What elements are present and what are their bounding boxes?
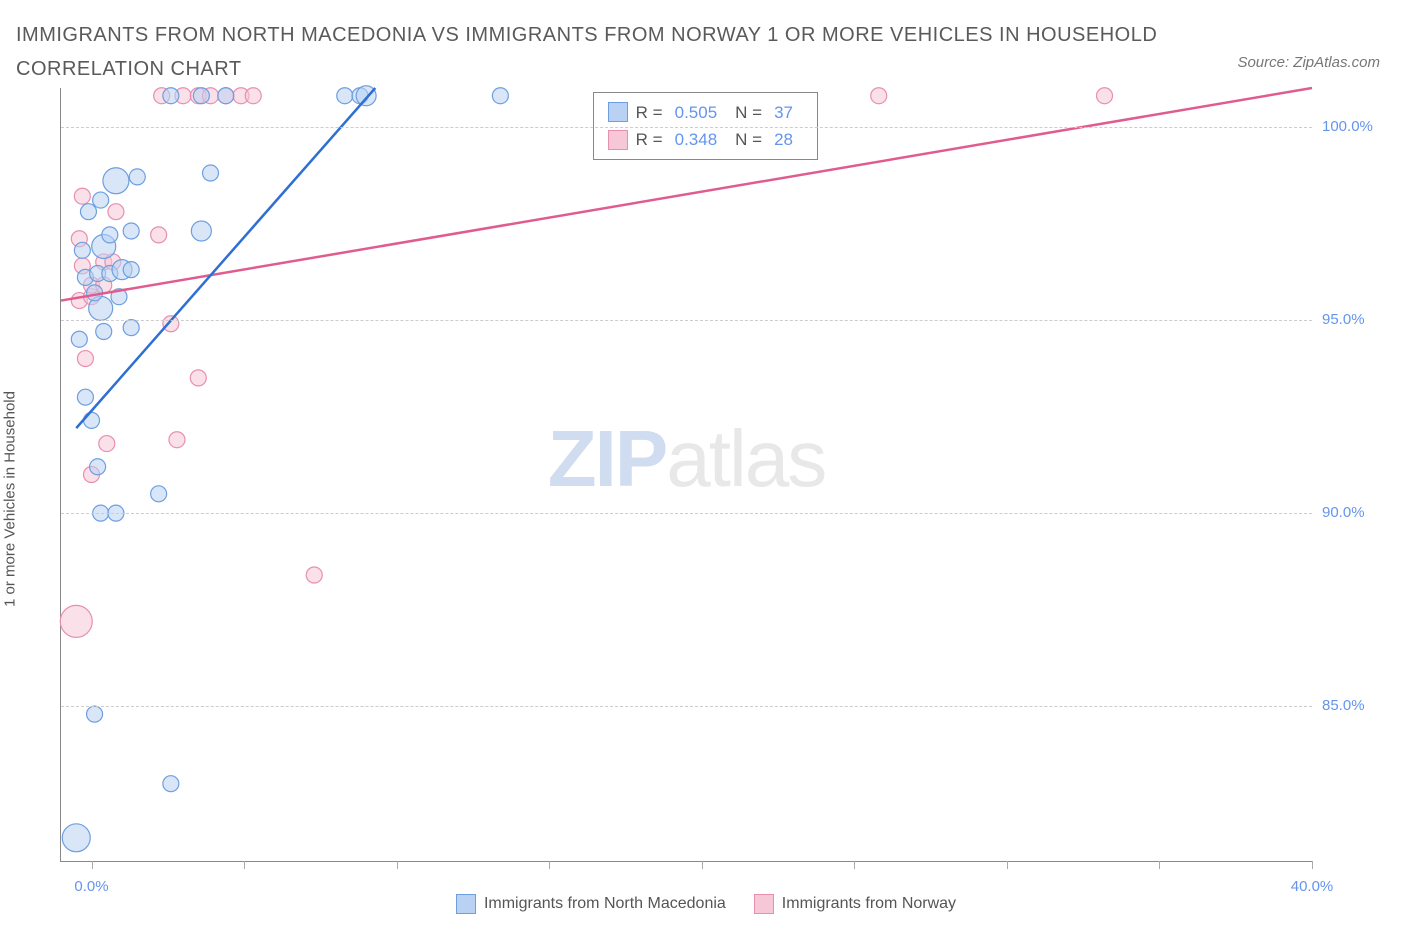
data-point [74,242,90,258]
gridline-h [61,513,1312,514]
legend-row-blue: R = 0.505 N = 37 [608,99,803,126]
trend-line [76,88,375,428]
x-tick-mark [1159,861,1160,869]
n-value-pink: 28 [774,126,793,153]
data-point [163,776,179,792]
x-tick-label: 0.0% [74,878,108,895]
x-tick-mark [549,861,550,869]
source-attribution: Source: ZipAtlas.com [1237,54,1380,71]
y-tick-label: 90.0% [1322,504,1392,521]
n-label: N = [735,99,762,126]
y-tick-label: 95.0% [1322,311,1392,328]
plot-area: ZIPatlas R = 0.505 N = 37 R = 0.348 N = … [60,88,1312,862]
swatch-blue [456,894,476,914]
data-point [123,223,139,239]
legend-item-pink: Immigrants from Norway [754,894,956,914]
data-point [123,262,139,278]
data-point [96,323,112,339]
data-point [245,88,261,104]
data-point [93,192,109,208]
data-point [191,221,211,241]
data-point [80,204,96,220]
data-point [77,389,93,405]
data-point [218,88,234,104]
data-point [1097,88,1113,104]
chart-container: ZIPatlas R = 0.505 N = 37 R = 0.348 N = … [16,88,1396,910]
data-point [77,351,93,367]
data-point [129,169,145,185]
x-tick-mark [854,861,855,869]
x-tick-mark [92,861,93,869]
x-tick-label: 40.0% [1291,878,1334,895]
data-point [203,165,219,181]
x-tick-mark [397,861,398,869]
data-point [306,567,322,583]
plot-svg [61,88,1312,861]
swatch-pink [754,894,774,914]
y-tick-label: 100.0% [1322,118,1392,135]
gridline-h [61,320,1312,321]
y-tick-label: 85.0% [1322,697,1392,714]
data-point [337,88,353,104]
n-label: N = [735,126,762,153]
data-point [871,88,887,104]
legend-label-pink: Immigrants from Norway [782,895,956,913]
data-point [103,168,129,194]
x-tick-mark [1007,861,1008,869]
x-tick-mark [702,861,703,869]
data-point [62,824,90,852]
gridline-h [61,706,1312,707]
swatch-pink [608,130,628,150]
r-value-blue: 0.505 [675,99,718,126]
y-axis-label: 1 or more Vehicles in Household [2,391,19,607]
legend-row-pink: R = 0.348 N = 28 [608,126,803,153]
data-point [90,459,106,475]
x-tick-mark [244,861,245,869]
data-point [492,88,508,104]
series-legend: Immigrants from North Macedonia Immigran… [16,894,1396,914]
data-point [71,331,87,347]
gridline-h [61,127,1312,128]
data-point [151,486,167,502]
data-point [169,432,185,448]
r-label: R = [636,99,663,126]
r-label: R = [636,126,663,153]
data-point [151,227,167,243]
data-point [123,320,139,336]
data-point [87,706,103,722]
swatch-blue [608,102,628,122]
x-tick-mark [1312,861,1313,869]
legend-item-blue: Immigrants from North Macedonia [456,894,726,914]
data-point [99,436,115,452]
data-point [84,412,100,428]
data-point [60,605,92,637]
data-point [74,188,90,204]
r-value-pink: 0.348 [675,126,718,153]
chart-title: IMMIGRANTS FROM NORTH MACEDONIA VS IMMIG… [16,18,1266,86]
data-point [102,227,118,243]
data-point [193,88,209,104]
data-point [163,316,179,332]
legend-label-blue: Immigrants from North Macedonia [484,895,726,913]
data-point [108,204,124,220]
data-point [163,88,179,104]
data-point [190,370,206,386]
n-value-blue: 37 [774,99,793,126]
